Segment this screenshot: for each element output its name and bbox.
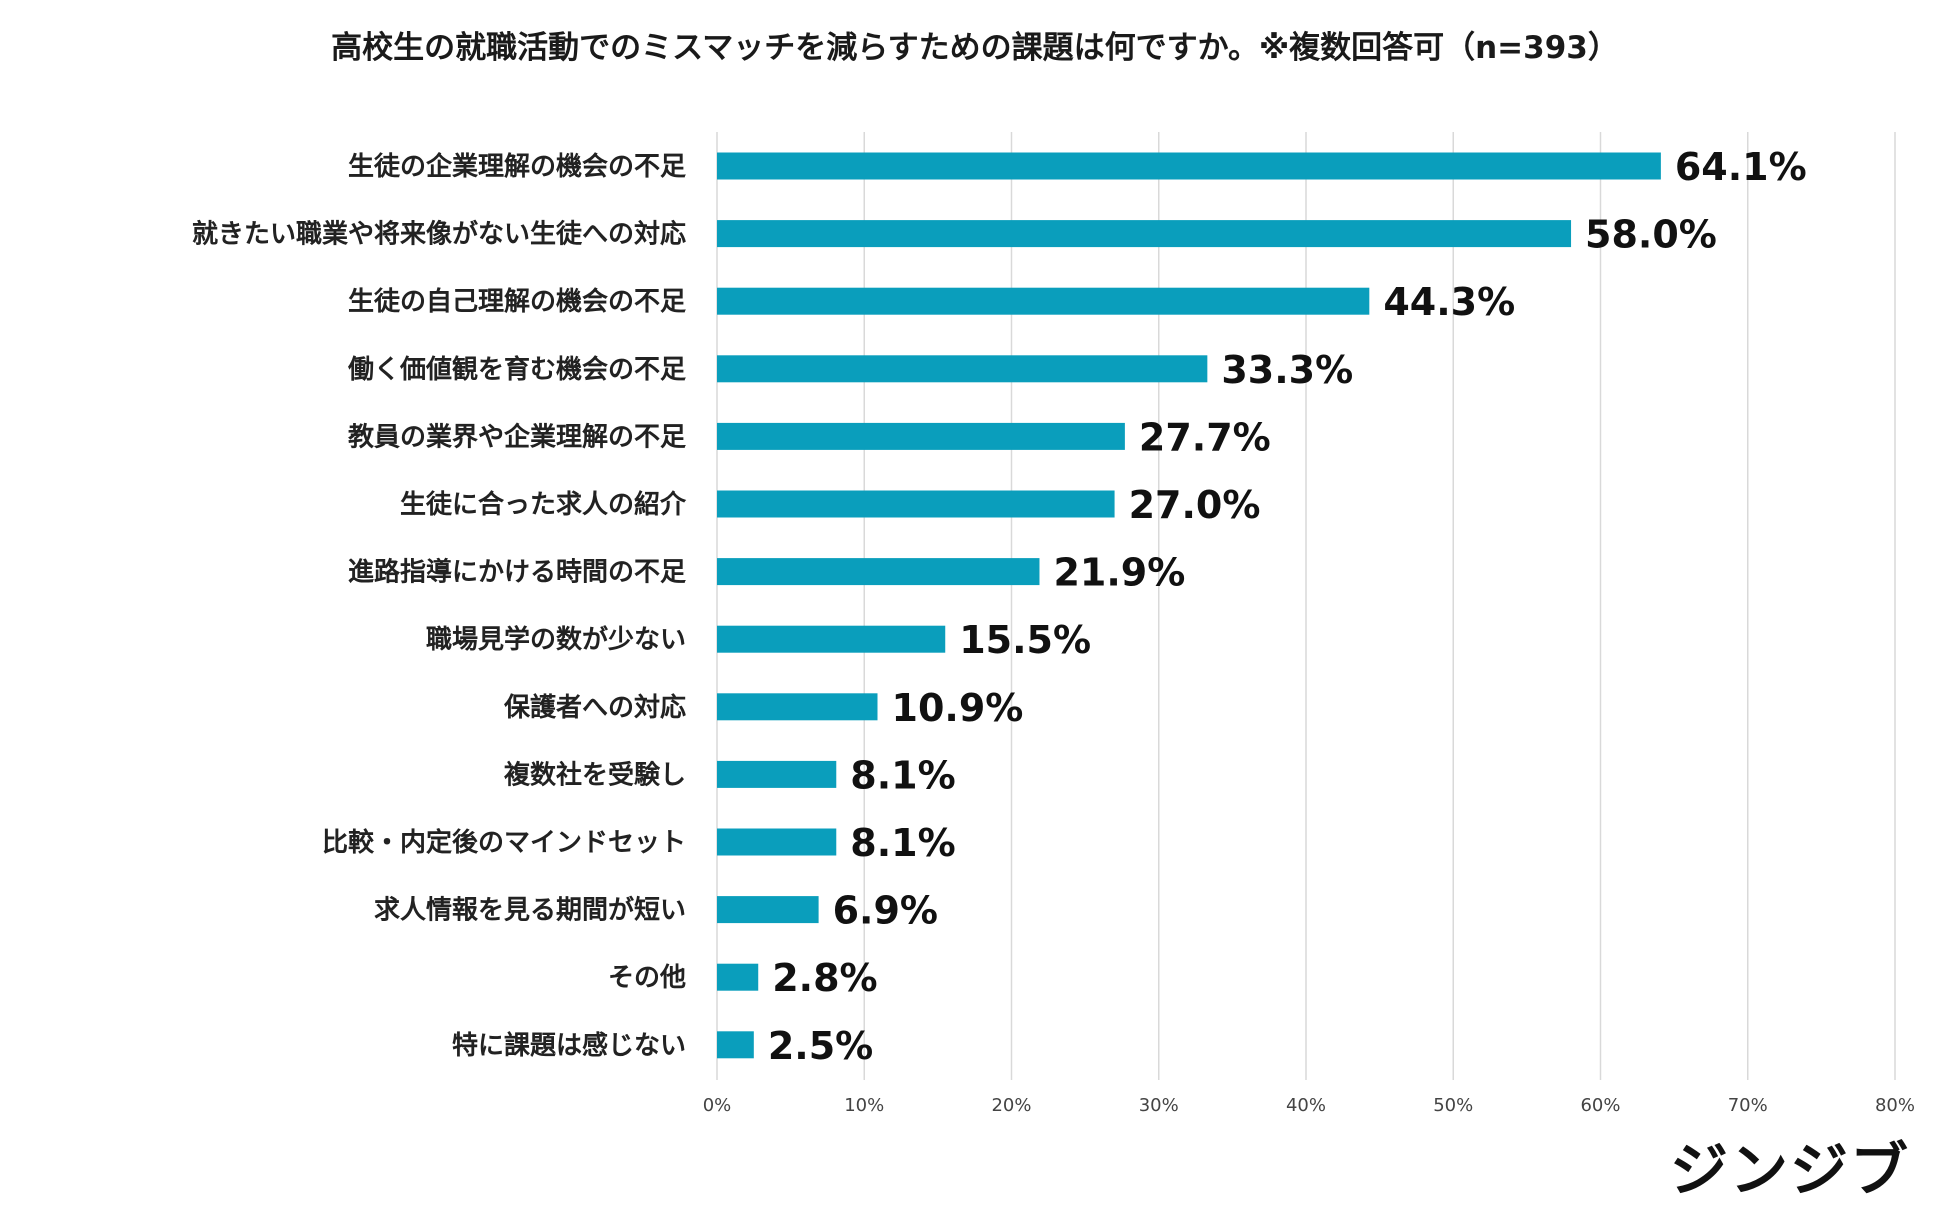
category-label: 生徒の自己理解の機会の不足	[348, 286, 686, 317]
x-tick-label: 60%	[1580, 1095, 1620, 1116]
bar	[717, 152, 1661, 180]
category-labels: 生徒の企業理解の機会の不足就きたい職業や将来像がない生徒への対応生徒の自己理解の…	[192, 151, 687, 1061]
value-label: 27.0%	[1129, 483, 1261, 527]
value-label: 21.9%	[1053, 551, 1185, 595]
category-label: 生徒に合った求人の紹介	[400, 489, 687, 520]
bar	[717, 355, 1208, 383]
x-tick-label: 80%	[1875, 1095, 1915, 1116]
category-label: その他	[608, 963, 686, 993]
value-label: 44.3%	[1383, 280, 1515, 324]
bar	[717, 490, 1115, 518]
x-tick-label: 50%	[1433, 1095, 1473, 1116]
value-label: 2.8%	[772, 956, 877, 1000]
bar	[717, 625, 946, 653]
category-label: 比較・内定後のマインドセット	[322, 827, 686, 858]
bar	[717, 760, 837, 788]
x-axis-ticks: 0% 10% 20% 30% 40% 50% 60% 70% 80%	[703, 1095, 1915, 1116]
category-label: 進路指導にかける時間の不足	[348, 557, 686, 588]
value-labels: 64.1% 58.0% 44.3% 33.3% 27.7% 27.0% 21.9% 15.5%…	[768, 145, 1807, 1068]
bar	[717, 558, 1040, 586]
chart-title: 高校生の就職活動でのミスマッチを減らすための課題は何ですか。※複数回答可（n=3…	[331, 30, 1619, 66]
x-tick-label: 40%	[1286, 1095, 1326, 1116]
brand-logo: ジンジブ	[1670, 1136, 1910, 1204]
value-label: 33.3%	[1221, 348, 1353, 392]
category-label: 生徒の企業理解の機会の不足	[348, 151, 686, 182]
bar	[717, 963, 759, 991]
category-label: 職場見学の数が少ない	[426, 624, 686, 655]
bar	[717, 1031, 754, 1059]
bar	[717, 287, 1370, 315]
value-label: 64.1%	[1675, 145, 1807, 189]
category-label: 複数社を受験し	[504, 759, 686, 790]
value-label: 6.9%	[833, 889, 938, 933]
bar-layer	[717, 152, 1661, 1059]
value-label: 2.5%	[768, 1024, 873, 1068]
category-label: 就きたい職業や将来像がない生徒への対応	[192, 219, 686, 250]
value-label: 58.0%	[1585, 213, 1717, 257]
bar	[717, 828, 837, 856]
bar	[717, 220, 1572, 248]
x-tick-label: 10%	[844, 1095, 884, 1116]
grid-layer	[716, 132, 1896, 1080]
category-label: 働く価値観を育む機会の不足	[347, 354, 686, 385]
bar	[717, 422, 1125, 450]
category-label: 保護者への対応	[503, 692, 686, 723]
value-label: 8.1%	[850, 753, 955, 797]
category-label: 特に課題は感じない	[452, 1030, 686, 1061]
x-tick-label: 30%	[1139, 1095, 1179, 1116]
value-label: 8.1%	[850, 821, 955, 865]
category-label: 教員の業界や企業理解の不足	[348, 421, 686, 452]
value-label: 10.9%	[892, 686, 1024, 730]
x-tick-label: 70%	[1728, 1095, 1768, 1116]
x-tick-label: 20%	[991, 1095, 1031, 1116]
value-label: 27.7%	[1139, 415, 1271, 459]
value-label: 15.5%	[959, 618, 1091, 662]
bar	[717, 693, 878, 721]
x-tick-label: 0%	[703, 1095, 732, 1116]
bar	[717, 896, 819, 924]
category-label: 求人情報を見る期間が短い	[374, 895, 686, 926]
